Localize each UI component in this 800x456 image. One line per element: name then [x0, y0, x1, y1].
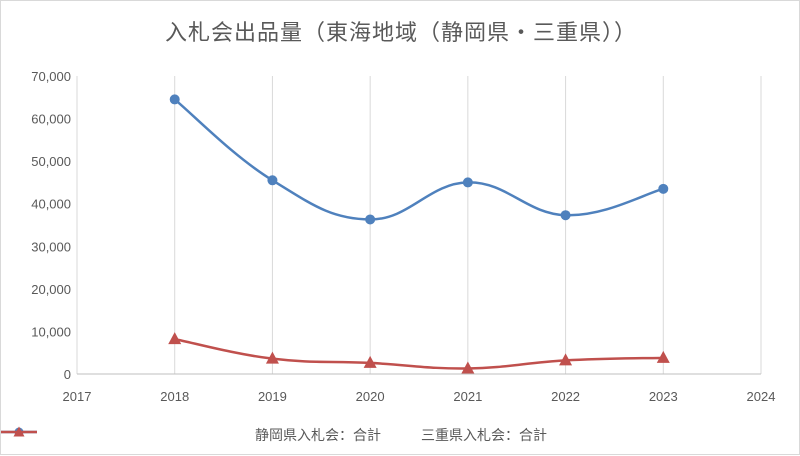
- y-tick-label: 40,000: [31, 197, 71, 212]
- x-tick-label: 2017: [63, 389, 92, 404]
- data-point-circle: [462, 177, 473, 188]
- data-point-triangle: [363, 355, 377, 368]
- x-tick-label: 2023: [649, 389, 678, 404]
- data-point-triangle: [656, 350, 670, 363]
- data-point-triangle: [168, 332, 182, 345]
- legend-swatch-mie: [1, 426, 37, 437]
- legend-item-mie: 三重県入札会：合計: [1, 425, 547, 445]
- data-point-circle: [365, 214, 376, 225]
- y-tick-label: 70,000: [31, 69, 71, 84]
- legend-item-shizuoka: 静岡県入札会：合計: [1, 425, 381, 445]
- series-line-1: [174, 337, 664, 370]
- data-point-circle: [267, 175, 278, 186]
- legend: 静岡県入札会：合計 三重県入札会：合計: [1, 425, 800, 445]
- data-point-circle: [169, 94, 180, 105]
- x-tick-label: 2018: [160, 389, 189, 404]
- x-tick-label: 2019: [258, 389, 287, 404]
- legend-label-mie: 三重県入札会：合計: [421, 428, 547, 444]
- y-tick-label: 0: [64, 367, 71, 382]
- data-point-triangle: [461, 361, 475, 374]
- legend-label-shizuoka: 静岡県入札会：合計: [255, 428, 381, 444]
- series-line-0: [173, 98, 664, 221]
- x-tick-label: 2022: [551, 389, 580, 404]
- data-point-circle: [658, 183, 669, 194]
- x-tick-label: 2024: [747, 389, 776, 404]
- data-point-triangle: [559, 353, 573, 366]
- x-tick-label: 2021: [453, 389, 482, 404]
- y-tick-label: 30,000: [31, 239, 71, 254]
- x-tick-label: 2020: [356, 389, 385, 404]
- data-point-circle: [560, 210, 571, 221]
- y-tick-label: 20,000: [31, 282, 71, 297]
- y-tick-label: 10,000: [31, 324, 71, 339]
- y-tick-label: 60,000: [31, 112, 71, 127]
- chart-title: 入札会出品量（東海地域（静岡県・三重県））: [164, 21, 637, 46]
- data-point-triangle: [265, 351, 279, 364]
- y-tick-label: 50,000: [31, 154, 71, 169]
